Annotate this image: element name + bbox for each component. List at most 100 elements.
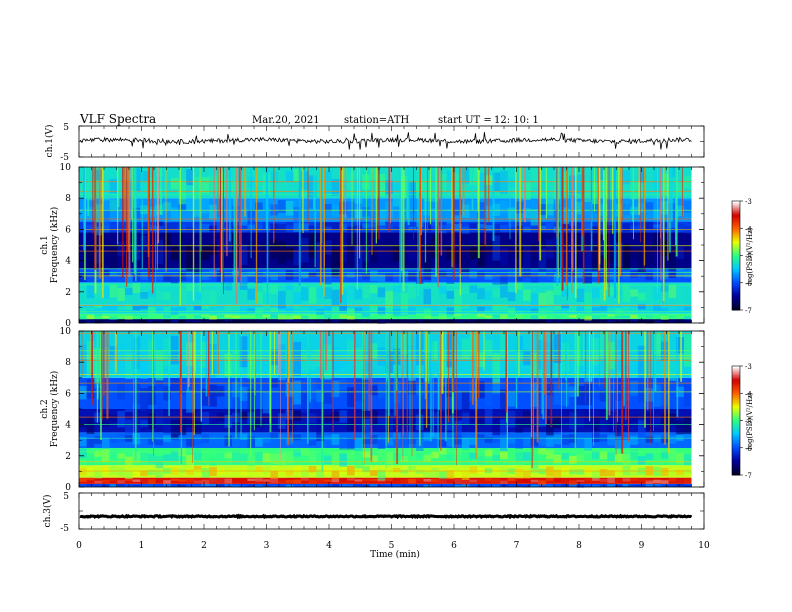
ch3-waveform-ylabel: ch.3(V) [42, 495, 53, 528]
sferic-streak [147, 167, 150, 258]
colorbar-segment [732, 407, 740, 411]
x-tick-label: 1 [139, 541, 145, 551]
spectrogram-texture [362, 485, 370, 488]
spectrogram-texture [576, 269, 585, 279]
sferic-streak [417, 167, 419, 297]
colorbar-segment [732, 266, 740, 269]
spectrogram-texture [614, 478, 623, 482]
sferic-streak [402, 331, 404, 461]
spectrogram-texture [431, 451, 439, 459]
spectrogram-texture [178, 333, 187, 349]
spectrogram-texture [400, 391, 409, 408]
spectrogram-texture [362, 466, 370, 473]
spectrogram-texture [653, 483, 661, 486]
spectrogram-texture [140, 205, 148, 215]
spectrogram-texture [614, 319, 623, 321]
spectrogram-texture [255, 167, 263, 187]
spectrogram-texture [109, 271, 118, 277]
sferic-streak [314, 167, 316, 268]
spectrogram-texture [346, 478, 355, 481]
spectrogram-texture [469, 223, 478, 229]
spectrogram-texture [316, 478, 324, 483]
spectrogram-texture [301, 315, 309, 319]
narrowband-line [79, 359, 692, 361]
spectrogram-texture [622, 223, 631, 232]
spectrogram-texture [178, 199, 187, 211]
spectrogram-texture [653, 168, 661, 193]
sferic-streak [441, 331, 444, 394]
sferic-streak [585, 331, 587, 404]
spectrogram-texture [553, 283, 562, 296]
colorbar-segment [732, 291, 740, 295]
sferic-streak [388, 167, 391, 233]
spectrogram-texture [538, 320, 547, 323]
spectrogram-texture [232, 477, 240, 481]
spectrogram-texture [278, 413, 286, 429]
spectrogram-texture [385, 307, 393, 312]
sferic-streak [388, 331, 390, 416]
spectrogram-texture [599, 288, 608, 306]
spectrogram-texture [224, 484, 233, 486]
ch1-ytick-bottom: -5 [60, 153, 69, 163]
spectrogram-texture [660, 485, 669, 487]
sferic-streak [545, 331, 547, 425]
colorbar-segment [732, 464, 740, 467]
spectrogram-texture [331, 222, 340, 231]
sferic-streak [394, 331, 396, 417]
spectrogram-texture [201, 388, 210, 406]
spectrogram-texture [255, 307, 263, 315]
spectrogram-texture [660, 316, 669, 320]
sferic-streak [323, 167, 325, 297]
spectrogram-texture [630, 247, 638, 260]
spectrogram-texture [392, 198, 401, 207]
spectrogram-texture [591, 450, 600, 460]
spectrogram-texture [262, 453, 271, 463]
colorbar-tick-label: -3 [745, 363, 752, 371]
spectrogram-texture [239, 453, 248, 463]
spectrogram-texture [553, 314, 562, 319]
spectrogram-texture [461, 314, 470, 318]
spectrogram-texture [591, 307, 600, 313]
x-tick-label: 0 [76, 541, 82, 551]
sferic-streak [418, 167, 420, 271]
sferic-streak [389, 331, 391, 391]
spectrogram-texture [668, 435, 677, 444]
colorbar-segment [732, 300, 740, 304]
sferic-streak [680, 331, 683, 382]
spectrogram-texture [285, 452, 294, 464]
spectrogram-texture [538, 468, 547, 475]
spectrogram-texture [645, 354, 654, 372]
spectrogram-texture [193, 291, 202, 301]
spectrogram-texture [584, 181, 592, 203]
sferic-streak [543, 331, 545, 395]
colorbar-segment [732, 366, 740, 369]
spectrogram-texture [109, 319, 118, 322]
spectrogram-texture [614, 469, 623, 476]
spectrogram-texture [346, 226, 355, 232]
spectrogram-texture [186, 306, 194, 312]
spectrogram-texture [431, 182, 439, 202]
sferic-streak [106, 331, 109, 419]
spectrogram-texture [584, 198, 592, 214]
sferic-streak [309, 331, 311, 403]
spectrogram-texture [170, 275, 179, 284]
spectrogram-texture [163, 454, 171, 462]
spectrogram-texture [653, 417, 661, 428]
spectrogram-texture [86, 379, 95, 399]
spectrogram-texture [186, 469, 194, 475]
sferic-streak [205, 331, 208, 397]
sferic-streak [580, 331, 583, 373]
spectrogram-texture [354, 314, 363, 318]
sferic-streak [358, 167, 361, 259]
spectrogram-texture [523, 315, 531, 319]
spectrogram-texture [193, 199, 202, 217]
spectrogram-texture [270, 453, 279, 464]
sferic-streak [91, 331, 94, 405]
spectrogram-texture [247, 478, 256, 481]
spectrogram-texture [117, 319, 125, 323]
ch1-waveform-ylabel: ch.1(V) [44, 125, 55, 158]
spectrogram-texture [546, 306, 554, 315]
spectrogram-texture [415, 319, 424, 322]
spectrogram-texture [224, 319, 233, 322]
spectrogram-texture [515, 418, 524, 433]
